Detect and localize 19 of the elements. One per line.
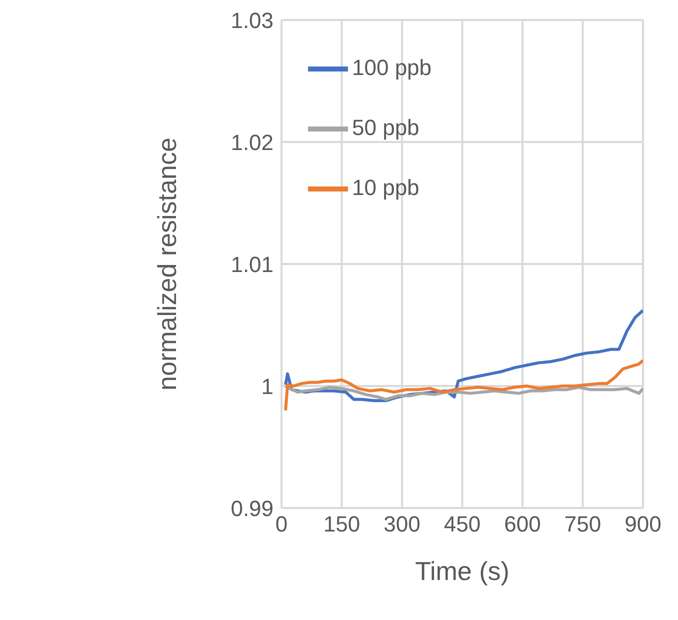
- x-tick-label: 600: [504, 512, 541, 537]
- x-tick-label: 900: [624, 512, 662, 537]
- x-axis-title: Time (s): [415, 556, 510, 586]
- y-axis-title: normalized resistance: [152, 138, 182, 390]
- x-tick-label: 300: [384, 512, 420, 537]
- legend-label: 50 ppb: [352, 115, 420, 140]
- x-tick-label: 150: [323, 512, 360, 537]
- line-series: [284, 358, 643, 412]
- legend-label: 100 ppb: [352, 55, 432, 80]
- x-tick-label: 750: [564, 512, 602, 537]
- legend-label: 10 ppb: [352, 175, 420, 200]
- line-series: [284, 384, 643, 401]
- x-tick-label: 0: [275, 512, 288, 537]
- x-tick-label: 450: [444, 512, 481, 537]
- y-tick-label: 1.03: [230, 8, 274, 33]
- y-tick-label: 1: [261, 374, 274, 399]
- y-tick-label: 0.99: [230, 496, 274, 521]
- y-tick-label: 1.02: [230, 130, 274, 155]
- y-tick-label: 1.01: [230, 252, 274, 277]
